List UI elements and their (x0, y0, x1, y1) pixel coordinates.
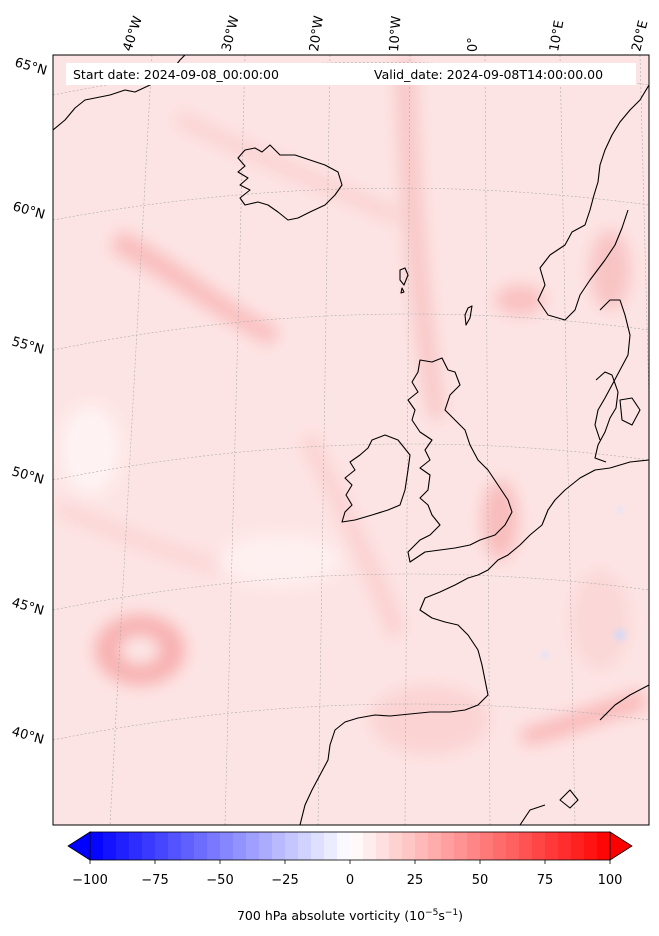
colorbar-label: 700 hPa absolute vorticity (10−5s−1) (237, 908, 463, 923)
colorbar-level (415, 832, 429, 860)
continent-coast (299, 459, 649, 825)
parallel-labels: 65°N 60°N 55°N 50°N 45°N 40°N (10, 55, 49, 747)
colorbar-level (350, 832, 364, 860)
colorbar-levels (90, 832, 611, 860)
colorbar-level (558, 832, 572, 860)
meridian-label-20w: 20°W (307, 15, 327, 53)
meridian-label-20e: 20°E (629, 19, 651, 53)
meridian-label-40w: 40°W (121, 14, 146, 53)
colorbar-tick-label: 100 (598, 873, 623, 888)
colorbar-level (584, 832, 598, 860)
colorbar-level (207, 832, 221, 860)
colorbar-tick-label: −50 (206, 873, 233, 888)
colorbar-tick-label: 75 (537, 873, 554, 888)
parallel-label-65n: 65°N (13, 55, 49, 78)
colorbar-extend-max (609, 831, 633, 861)
colorbar-level (246, 832, 260, 860)
colorbar-level (402, 832, 416, 860)
start-date-label: Start date: 2024-09-08_00:00:00 (73, 67, 279, 82)
colorbar-tick-label: 0 (346, 873, 354, 888)
colorbar-level (194, 832, 208, 860)
ireland-coast (341, 434, 411, 523)
denmark-coast (594, 371, 619, 463)
parallel-label-55n: 55°N (10, 334, 46, 357)
colorbar: −100 −75 −50 −25 0 25 50 75 100 700 hPa absolute… (67, 831, 633, 923)
iceland-coast (237, 144, 343, 221)
colorbar-level (337, 832, 351, 860)
colorbar-level (363, 832, 377, 860)
colorbar-tick-label: −75 (141, 873, 168, 888)
colorbar-level (376, 832, 390, 860)
colorbar-level (571, 832, 585, 860)
valid-date-label: Valid_date: 2024-09-08T14:00:00.00 (374, 67, 603, 82)
colorbar-level (129, 832, 143, 860)
colorbar-level (90, 832, 104, 860)
colorbar-level (506, 832, 520, 860)
parallel-label-50n: 50°N (10, 464, 46, 487)
colorbar-level (480, 832, 494, 860)
colorbar-level (441, 832, 455, 860)
colorbar-level (116, 832, 130, 860)
faroe-coast (399, 267, 409, 286)
colorbar-level (233, 832, 247, 860)
colorbar-ticks: −100 −75 −50 −25 0 25 50 75 100 (72, 860, 622, 888)
colorbar-level (155, 832, 169, 860)
colorbar-extend-min (67, 831, 91, 861)
colorbar-level (272, 832, 286, 860)
meridian-label-10w: 10°W (387, 15, 404, 52)
colorbar-level (142, 832, 156, 860)
colorbar-level (259, 832, 273, 860)
colorbar-level (532, 832, 546, 860)
parallel-label-40n: 40°N (10, 724, 46, 747)
colorbar-level (324, 832, 338, 860)
meridian-labels: 40°W 30°W 20°W 10°W 0° 10°E 20°E (121, 14, 652, 53)
vorticity-field (53, 55, 649, 825)
header-band (66, 63, 636, 85)
colorbar-level (285, 832, 299, 860)
map-frame (52, 54, 650, 826)
colorbar-level (168, 832, 182, 860)
colorbar-level (454, 832, 468, 860)
colorbar-level (389, 832, 403, 860)
colorbar-level (311, 832, 325, 860)
colorbar-level (220, 832, 234, 860)
colorbar-level (181, 832, 195, 860)
colorbar-level (428, 832, 442, 860)
colorbar-level (467, 832, 481, 860)
colorbar-level (493, 832, 507, 860)
parallel-label-60n: 60°N (11, 199, 47, 222)
colorbar-level (519, 832, 533, 860)
colorbar-tick-label: −100 (72, 873, 108, 888)
parallel-label-45n: 45°N (10, 595, 46, 618)
colorbar-tick-label: 50 (472, 873, 489, 888)
scandinavia-coast (537, 84, 649, 321)
colorbar-level (597, 832, 611, 860)
colorbar-level (545, 832, 559, 860)
meridian-label-10e: 10°E (547, 19, 567, 52)
colorbar-level (103, 832, 117, 860)
great-britain-coast (407, 357, 513, 563)
colorbar-tick-label: 25 (407, 873, 424, 888)
meridian-label-0: 0° (466, 37, 481, 52)
meridian-label-30w: 30°W (219, 14, 242, 53)
colorbar-level (298, 832, 312, 860)
colorbar-tick-label: −25 (271, 873, 298, 888)
